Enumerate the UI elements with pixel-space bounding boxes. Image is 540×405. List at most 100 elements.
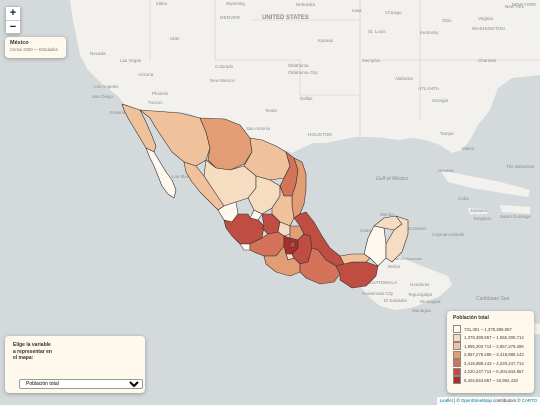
variable-label: Elige la variable a representar en el ma…	[13, 342, 52, 361]
label-cayman: Cayman Islands	[432, 232, 465, 237]
label-houston: HOUSTON	[308, 132, 332, 138]
state-quintana-roo[interactable]	[385, 215, 409, 263]
legend-item: 3,418,888.143 – 4,220,247.714	[453, 359, 528, 368]
label-ensenada: Ensenada	[110, 110, 131, 115]
state-tabasco[interactable]	[339, 253, 371, 265]
label-san-antonio: San Antonio	[246, 126, 271, 131]
label-new-york-city: NEW YORK	[512, 2, 536, 7]
label-tampa: Tampa	[440, 131, 454, 136]
label-new-mexico: New Mexico	[210, 78, 235, 83]
label-virginia: Virginia	[478, 16, 493, 21]
legend-label: 1,378,389.857 – 1,955,300.714	[464, 335, 524, 341]
label-tegucigalpa: Tegucigalpa	[408, 292, 433, 297]
label-san-diego: San Diego	[92, 94, 114, 99]
label-gulf-of-honduras: Gulf of Honduras	[392, 256, 422, 261]
label-phoenix: Phoenix	[152, 91, 169, 96]
state-guerrero[interactable]	[263, 245, 301, 277]
label-wyoming: Wyoming	[226, 1, 245, 6]
zoom-control: + −	[5, 6, 21, 34]
label-idaho: Idaho	[156, 1, 168, 6]
state-queretaro[interactable]	[277, 221, 291, 237]
attribution: Leaflet | © OpenStreetMap contributors ©…	[436, 397, 540, 405]
legend-item: 1,955,300.714 – 2,857,279.286	[453, 342, 528, 351]
carto-link[interactable]: CARTO	[521, 398, 537, 403]
legend-swatch	[453, 325, 461, 334]
label-los-mochis: Los Mochis	[172, 174, 196, 179]
label-guatemala: GUATEMALA	[368, 280, 398, 286]
border-layer	[149, 0, 540, 140]
zoom-out-button[interactable]: −	[6, 20, 20, 33]
label-jamaica: Jamaica	[470, 208, 487, 213]
state-chihuahua[interactable]	[199, 117, 253, 171]
label-georgia: Georgia	[432, 98, 449, 103]
label-atlanta: ATLANTA	[418, 86, 440, 92]
legend-title: Población total	[453, 315, 489, 321]
label-nicaragua: Nicaragua	[420, 299, 441, 304]
label-guatemala-city: Guatemala City	[362, 291, 394, 296]
legend-swatch	[453, 342, 461, 351]
attribution-sep: | ©	[452, 398, 461, 403]
label-honduras: Honduras	[410, 282, 430, 287]
label-chicago: Chicago	[385, 10, 402, 15]
legend-swatch	[453, 333, 461, 342]
label-dallas: Dallas	[300, 96, 313, 101]
label-cuba: Cuba	[458, 196, 469, 201]
label-cozumel: Cozumel	[408, 226, 426, 231]
legend-label: 1,955,300.714 – 2,857,279.286	[464, 343, 524, 349]
map-title-box: México Censo 2020 — Entidades	[5, 37, 66, 58]
legend-rows: 731,391 – 1,378,389.857 1,378,389.857 – 1…	[453, 325, 528, 385]
label-las-vegas: Las Vegas	[120, 58, 142, 63]
osm-link[interactable]: OpenStreetMap	[460, 398, 492, 403]
attribution-contrib: contributors ©	[491, 398, 522, 403]
label-nevada: Nevada	[90, 51, 106, 56]
label-ohio: Ohio	[442, 18, 452, 23]
label-caribbean-sea: Caribbean Sea	[476, 296, 510, 302]
label-campeche-city: Campeche	[360, 228, 382, 233]
label-nebraska: Nebraska	[296, 2, 316, 7]
label-oklahoma-city: Oklahoma City	[288, 70, 318, 75]
legend-item: 1,378,389.857 – 1,955,300.714	[453, 333, 528, 343]
label-st-louis: St. Louis	[368, 29, 386, 34]
basemap-labels: Idaho Wyoming Nebraska Iowa Chicago Ohio…	[90, 1, 536, 313]
variable-control: Elige la variable a representar en el ma…	[5, 336, 145, 393]
label-colorado: Colorado	[215, 64, 234, 69]
legend-swatch	[453, 376, 461, 385]
label-denver: DENVER	[220, 15, 241, 21]
legend-swatch	[453, 359, 461, 368]
label-texas: Texas	[265, 108, 278, 113]
label-arizona: Arizona	[138, 72, 154, 77]
label-memphis: Memphis	[362, 58, 381, 63]
label-alabama: Alabama	[395, 76, 413, 81]
label-los-angeles: Los Angeles	[94, 84, 119, 89]
legend-item: 2,857,279.286 – 3,418,888.143	[453, 350, 528, 360]
label-el-salvador: El Salvador	[384, 298, 408, 303]
label-bahamas: The Bahamas	[506, 164, 535, 169]
legend-item: 731,391 – 1,378,389.857	[453, 325, 528, 334]
state-baja-california-sur[interactable]	[145, 147, 177, 199]
label-kingston: Kingston	[474, 216, 492, 221]
state-ciudad-de-mexico[interactable]	[289, 241, 296, 248]
label-kentucky: Kentucky	[420, 30, 439, 35]
legend-label: 6,404,844.857 – 16,992,418	[464, 377, 518, 383]
label-charlotte: Charlotte	[478, 58, 497, 63]
legend-item: 4,220,247.714 – 6,404,844.857	[453, 367, 528, 377]
label-miami: Miami	[462, 146, 474, 151]
label-united-states: UNITED STATES	[262, 15, 309, 21]
label-tucson: Tucson	[148, 100, 163, 105]
choropleth-layer	[121, 103, 409, 289]
zoom-in-button[interactable]: +	[6, 7, 20, 20]
legend-item: 6,404,844.857 – 16,992,418	[453, 376, 528, 385]
legend-label: 2,857,279.286 – 3,418,888.143	[464, 352, 524, 358]
map-title: México	[10, 40, 29, 46]
label-santo-domingo: Santo Domingo	[500, 214, 532, 219]
label-merida: Merida	[380, 212, 394, 217]
label-havana: Havana	[438, 168, 454, 173]
label-utah: Utah	[170, 36, 180, 41]
label-oklahoma: Oklahoma	[288, 63, 309, 68]
leaflet-link[interactable]: Leaflet	[439, 398, 453, 403]
label-kansas: Kansas	[318, 38, 334, 43]
label-belize: Belize	[388, 264, 401, 269]
variable-select[interactable]: Población total	[19, 379, 143, 389]
state-zacatecas[interactable]	[247, 175, 281, 215]
label-iowa: Iowa	[352, 8, 362, 13]
